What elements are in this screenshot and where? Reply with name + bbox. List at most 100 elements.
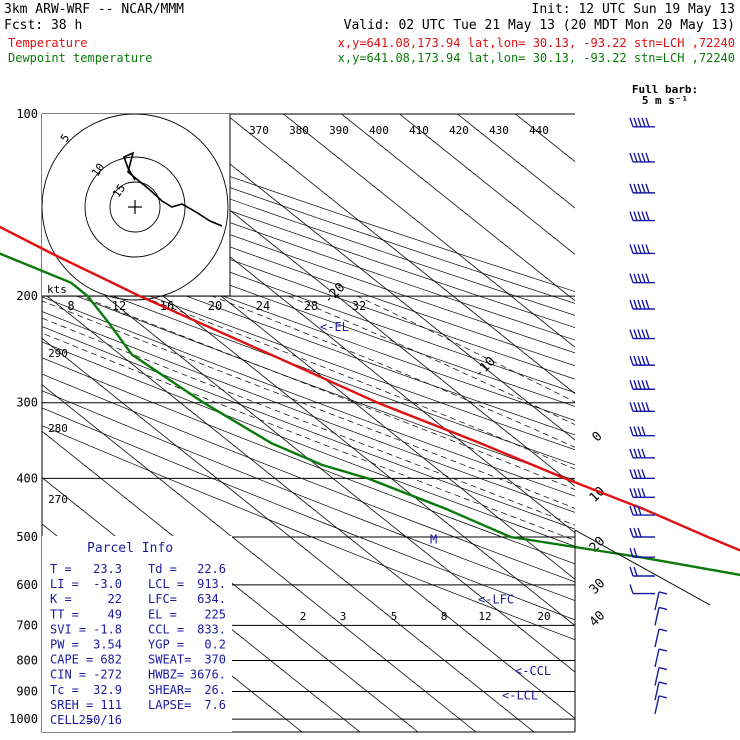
- isotherm-line: [225, 114, 575, 395]
- theta-label: 370: [249, 124, 269, 137]
- wind-barb-staff: [654, 607, 660, 626]
- parcel-info-cell: -3.0: [93, 577, 122, 591]
- parcel-info-cell: EL =: [148, 607, 177, 621]
- parcel-info-cell: 250/16: [79, 713, 122, 727]
- wind-barb-feather: [645, 380, 650, 390]
- pressure-tick-label: 1000: [9, 712, 38, 726]
- isotherm-label: -40: [0, 88, 5, 115]
- dry-adiabat: [42, 227, 575, 421]
- dry-adiabat-label: 270: [48, 493, 68, 506]
- parcel-info-cell: K =: [50, 592, 72, 606]
- hodograph-speed-label: 32: [352, 299, 366, 313]
- wind-barb-feather: [645, 402, 650, 412]
- hodograph-speed-label: 8: [67, 299, 74, 313]
- pressure-tick-label: 300: [16, 396, 38, 410]
- parcel-info-cell: CIN =: [50, 668, 86, 682]
- parcel-info-cell: CCL =: [148, 622, 184, 636]
- wind-barb-feather: [637, 329, 642, 339]
- isotherm-line: [42, 337, 535, 732]
- parcel-info-cell: LI =: [50, 577, 79, 591]
- parcel-info-cell: CAPE =: [50, 653, 93, 667]
- wind-barb-feather: [637, 448, 642, 459]
- parcel-info-cell: LCL =: [148, 577, 184, 591]
- wind-barb-feather: [658, 591, 668, 595]
- barb-frame-line: [574, 529, 711, 606]
- isotherm-line: [457, 114, 575, 209]
- mixing-ratio-label: 5: [391, 610, 398, 623]
- wind-barb-feather: [641, 469, 646, 479]
- wind-barb-staff: [654, 591, 660, 611]
- parcel-info-cell: HWBZ=: [148, 668, 184, 682]
- dewpoint-location: x,y=641.08,173.94 lat,lon= 30.13, -93.22…: [338, 51, 735, 65]
- wind-barb-feather: [633, 566, 638, 577]
- wind-barb-feather: [637, 380, 642, 390]
- wind-barb-feather: [641, 211, 646, 221]
- wind-barb-feather: [637, 488, 642, 498]
- parcel-info-cell: -272: [93, 668, 122, 682]
- wind-barb-feather: [641, 355, 646, 366]
- wind-barb-feather: [629, 426, 634, 436]
- parcel-info-cell: 833.: [197, 622, 226, 636]
- wind-barb-feather: [629, 299, 634, 310]
- dry-adiabat: [42, 407, 575, 621]
- parcel-info-cell: 49: [108, 607, 122, 621]
- isotherm-label: 30: [587, 576, 609, 598]
- level-markers: <-EL <-LFC <-CCL <-LCL M: [320, 320, 551, 702]
- dry-adiabat: [42, 326, 575, 530]
- wind-barb-feather: [658, 628, 668, 632]
- pressure-tick-label: 200: [16, 289, 38, 303]
- wind-barb-feather: [633, 505, 638, 516]
- wind-barb-feather: [629, 183, 634, 194]
- wind-barb-feather: [645, 211, 650, 221]
- wind-barb-staff: [654, 648, 660, 668]
- wind-barb-feather: [641, 183, 646, 194]
- wind-barb-feather: [658, 666, 668, 671]
- parcel-info-cell: SHEAR=: [148, 683, 191, 697]
- isotherm-line: [42, 384, 477, 732]
- dry-adiabat: [42, 215, 575, 407]
- pressure-tick-label: 400: [16, 471, 38, 485]
- hodograph-trace: [122, 151, 223, 227]
- wind-barb-feather: [641, 488, 646, 498]
- wind-barb-feather: [641, 244, 646, 254]
- dry-adiabat: [42, 177, 575, 367]
- wind-barb-feather: [645, 244, 650, 254]
- isotherm-line: [42, 245, 575, 673]
- wind-barb-feather: [641, 117, 646, 128]
- temperature-location: x,y=641.08,173.94 lat,lon= 30.13, -93.22…: [338, 36, 735, 50]
- hodograph-speed-label: 12: [112, 299, 126, 313]
- wind-barb-feather: [641, 329, 646, 339]
- hodograph-speed-label: 28: [304, 299, 318, 313]
- dry-adiabat-label: 280: [48, 422, 68, 435]
- wind-barb-feather: [637, 273, 642, 283]
- parcel-info-cell: 682: [100, 653, 122, 667]
- mixing-ratio-label: 2: [300, 610, 307, 623]
- wind-barb-feather: [633, 380, 638, 390]
- dry-adiabat: [42, 373, 575, 583]
- wind-barb-feather: [629, 329, 634, 339]
- wind-barb-feather: [637, 244, 642, 254]
- parcel-info-cell: 26.: [204, 683, 226, 697]
- theta-label: 390: [329, 124, 349, 137]
- parcel-info-cell: LFC=: [148, 592, 177, 606]
- mixing-ratio-label: 8: [441, 610, 448, 623]
- level-marker: <-EL: [320, 320, 349, 334]
- forecast-hour: Fcst: 38 h: [4, 18, 82, 33]
- wind-barb-feather: [629, 469, 634, 479]
- parcel-info-cell: 634.: [197, 592, 226, 606]
- moist-adiabat: [80, 295, 575, 490]
- theta-label: 410: [409, 124, 429, 137]
- wind-barb-feather: [629, 448, 634, 459]
- dry-adiabat: [42, 311, 575, 513]
- wind-barb-feather: [645, 183, 650, 194]
- wind-barb-staff: [654, 681, 660, 701]
- wind-barb-feather: [629, 402, 634, 412]
- level-marker: M: [430, 533, 437, 547]
- parcel-info-cell: SVI =: [50, 622, 86, 636]
- dry-adiabat: [42, 254, 575, 451]
- init-time: Init: 12 UTC Sun 19 May 13: [532, 2, 736, 17]
- wind-barb-feather: [629, 584, 634, 594]
- wind-barb-staff: [654, 667, 660, 686]
- wind-barb-feather: [629, 527, 634, 538]
